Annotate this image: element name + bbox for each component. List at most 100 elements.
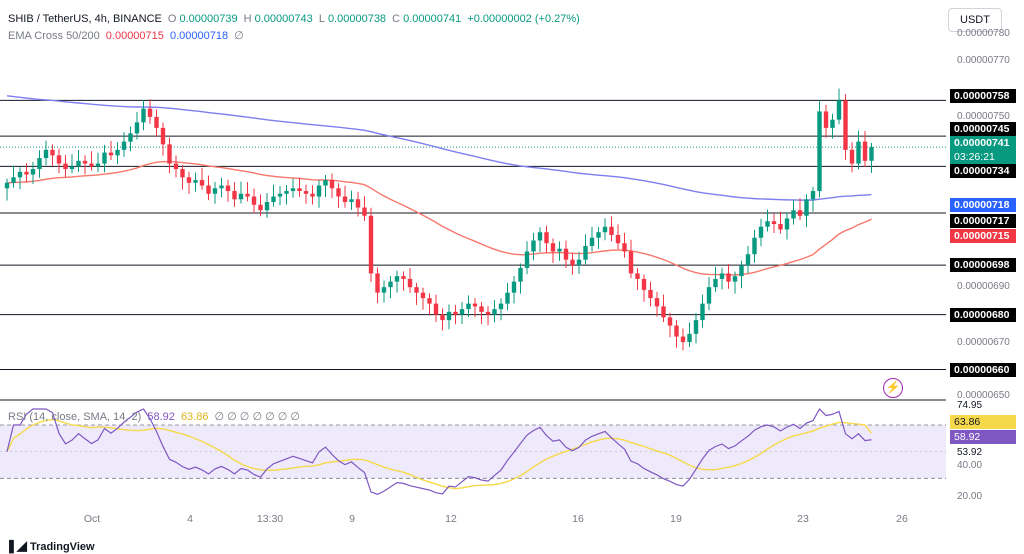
- currency-button[interactable]: USDT: [948, 8, 1002, 32]
- lightning-icon[interactable]: ⚡: [883, 378, 903, 398]
- x-tick: 23: [797, 513, 809, 525]
- candle-body: [466, 303, 471, 310]
- candle-body: [121, 141, 127, 150]
- h-value: 0.00000743: [254, 13, 313, 25]
- candle-body: [277, 193, 283, 197]
- candle-body: [570, 259, 575, 266]
- ema50-line: [6, 160, 872, 276]
- candle-body: [492, 309, 497, 315]
- ema-label: EMA Cross 50/200: [8, 30, 100, 42]
- candle-body: [589, 237, 595, 246]
- candle-body: [173, 163, 179, 170]
- rsi-label: RSI (14, close, SMA, 14, 2): [8, 411, 142, 423]
- l-value: 0.00000738: [327, 13, 387, 25]
- candle-body: [615, 234, 621, 244]
- candle-body: [316, 185, 322, 197]
- h-label: H: [243, 13, 252, 25]
- candle-body: [180, 169, 185, 178]
- candle-body: [446, 311, 452, 321]
- candle-body: [4, 182, 10, 189]
- candle-body: [765, 221, 770, 227]
- rsi-extra: ∅ ∅ ∅ ∅ ∅ ∅ ∅: [214, 411, 300, 423]
- candle-body: [797, 210, 803, 216]
- candle-body: [102, 152, 107, 164]
- candle-body: [648, 289, 653, 299]
- level-label-698: 0.00000698: [950, 258, 1016, 272]
- candle-body: [862, 141, 868, 161]
- o-label: O: [167, 13, 177, 25]
- candle-body: [726, 273, 731, 282]
- candle-body: [303, 191, 309, 194]
- candle-body: [212, 188, 218, 194]
- candle-body: [596, 232, 601, 238]
- candle-body: [427, 298, 432, 304]
- y-tick: 0.00000670: [957, 337, 1010, 348]
- candle-body: [745, 254, 751, 266]
- candle-body: [739, 265, 744, 277]
- candle-body: [290, 188, 296, 192]
- y-tick: 0.00000650: [957, 390, 1010, 401]
- candle-body: [537, 232, 543, 241]
- candle-body: [388, 281, 393, 288]
- ema50-line: [6, 160, 872, 276]
- rsi-line: [6, 408, 872, 495]
- candle-body: [791, 210, 796, 219]
- candle-body: [440, 314, 445, 321]
- candle-body: [817, 111, 822, 192]
- candles: [4, 88, 874, 351]
- candle-body: [264, 202, 270, 211]
- candle-body: [154, 116, 159, 128]
- candle-body: [219, 185, 224, 189]
- rsi-ma-value: 63.86: [180, 411, 209, 423]
- candle-body: [368, 215, 374, 274]
- candle-body: [453, 311, 458, 315]
- candle-body: [544, 232, 549, 244]
- candle-body: [232, 191, 237, 200]
- candle-body: [687, 333, 692, 343]
- y-tick: 0.00000770: [957, 55, 1010, 66]
- ema200-price-label: 0.00000718: [950, 198, 1016, 212]
- candle-body: [719, 273, 725, 279]
- candle-body: [69, 166, 75, 170]
- change-value: +0.00000002 (+0.27%): [467, 13, 580, 25]
- candle-body: [108, 152, 114, 156]
- rsi-header[interactable]: RSI (14, close, SMA, 14, 2) 58.92 63.86 …: [8, 410, 303, 423]
- candle-body: [635, 273, 640, 279]
- c-value: 0.00000741: [403, 13, 462, 25]
- y-tick: 0.00000780: [957, 28, 1010, 39]
- candle-body: [667, 317, 673, 326]
- candle-body: [17, 171, 23, 178]
- candle-body: [459, 309, 465, 315]
- current-price-label: 0.00000741: [950, 136, 1016, 150]
- level-label-660: 0.00000660: [950, 363, 1016, 377]
- candle-body: [843, 100, 848, 150]
- candle-body: [342, 196, 348, 203]
- ema-header[interactable]: EMA Cross 50/200 0.00000715 0.00000718 ∅: [8, 29, 247, 42]
- horizontal-levels: [0, 99, 946, 371]
- candle-body: [199, 180, 205, 186]
- candle-body: [251, 196, 257, 205]
- ema200-line: [6, 95, 872, 201]
- candle-body: [56, 155, 62, 164]
- candle-body: [414, 287, 419, 293]
- ema50-price-label: 0.00000715: [950, 229, 1016, 243]
- candle-body: [238, 193, 244, 200]
- ema200-value: 0.00000718: [169, 30, 229, 42]
- candle-body: [810, 191, 816, 200]
- rsi-tick: 20.00: [957, 491, 983, 502]
- candle-body: [557, 248, 562, 252]
- ema200-line: [6, 95, 872, 201]
- candle-body: [856, 141, 861, 164]
- candle-body: [654, 298, 660, 307]
- candle-body: [141, 108, 146, 123]
- candle-body: [11, 177, 16, 183]
- candle-body: [37, 158, 42, 170]
- candle-body: [505, 292, 510, 304]
- x-tick: 16: [572, 513, 584, 525]
- tradingview-logo[interactable]: ❚◢ TradingView: [6, 538, 95, 554]
- rsi-value-label: 58.92: [950, 430, 1016, 444]
- x-tick: 19: [670, 513, 682, 525]
- candle-body: [186, 177, 192, 183]
- candle-body: [680, 336, 686, 343]
